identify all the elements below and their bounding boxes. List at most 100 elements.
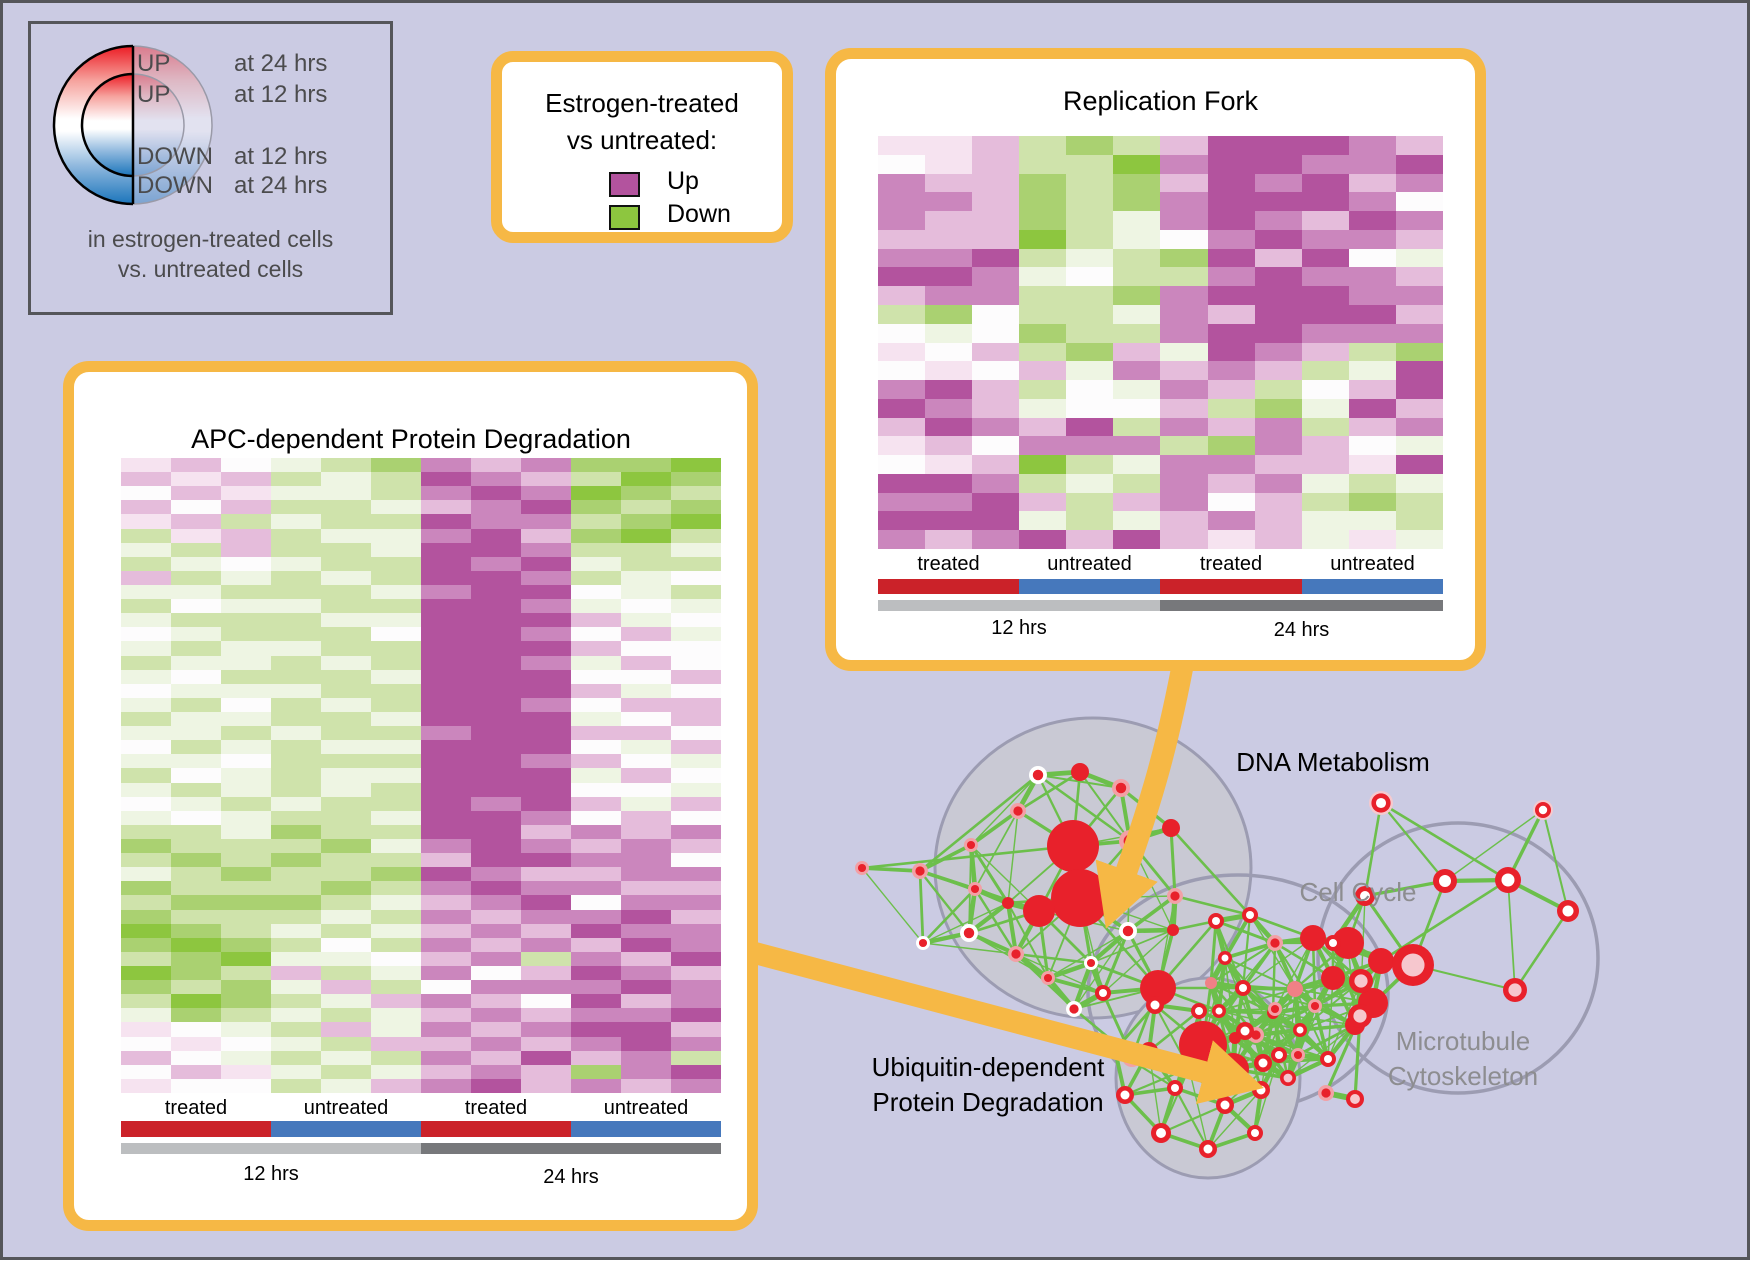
heatmap-cell [271,711,321,727]
heatmap-cell [121,458,171,473]
heatmap-cell [1348,248,1396,268]
heatmap-cell [1066,267,1114,287]
network-edge [1015,952,1092,965]
heatmap-cell [621,867,671,882]
heatmap-cell [1160,211,1208,230]
heatmap-cell [621,923,671,938]
heatmap-cell [671,740,721,755]
heatmap-cell [121,796,171,811]
heatmap-cell [171,867,221,882]
network-edge [1007,810,1019,904]
heatmap-cell [671,838,721,854]
heatmap-cell [321,599,371,614]
heatmap-cell [221,584,271,600]
heatmap-cell [371,486,421,501]
rf-heatmap [878,136,1443,549]
heatmap-cell [671,726,721,741]
heatmap-cell [171,824,221,839]
heatmap-cell [1207,380,1255,399]
heatmap-cell [1113,492,1161,512]
heatmap-cell [271,1022,321,1037]
heatmap-cell [471,1022,521,1037]
heatmap-cell [521,796,571,811]
heatmap-cell [1301,173,1349,193]
apc-treated-bar-2 [421,1121,571,1137]
heatmap-cell [1254,361,1302,381]
heatmap-cell [271,768,321,783]
heatmap-cell [671,994,721,1009]
heatmap-cell [321,711,371,727]
heatmap-cell [271,584,321,600]
heatmap-cell [471,486,521,501]
heatmap-cell [171,782,221,797]
heatmap-cell [621,726,671,741]
heatmap-cell [621,853,671,868]
heatmap-cell [321,697,371,712]
heatmap-cell [1066,304,1114,324]
network-node [1140,970,1176,1006]
heatmap-cell [421,1050,471,1065]
heatmap-cell [925,229,973,249]
heatmap-cell [925,492,973,512]
heatmap-cell [471,697,521,712]
heatmap-cell [972,380,1020,399]
network-node [1353,1009,1367,1023]
heatmap-cell [671,683,721,698]
heatmap-cell [1019,530,1067,549]
heatmap-cell [1395,211,1443,230]
heatmap-cell [271,556,321,571]
heatmap-cell [621,1022,671,1037]
heatmap-cell [1066,492,1114,512]
heatmap-cell [925,398,973,418]
heatmap-cell [421,472,471,487]
heatmap-cell [371,810,421,825]
heatmap-cell [1395,136,1443,155]
network-node [1354,974,1368,988]
network-node [1293,1050,1303,1060]
heatmap-cell [671,810,721,825]
heatmap-cell [571,853,621,868]
heatmap-cell [571,528,621,543]
heatmap-cell [621,980,671,995]
heatmap-cell [221,641,271,656]
heatmap-cell [321,768,371,783]
network-edge [1249,914,1296,990]
heatmap-cell [221,754,271,769]
heatmap-cell [1301,211,1349,230]
heatmap-cell [1019,248,1067,268]
heatmap-cell [321,867,371,882]
heatmap-cell [1066,398,1114,418]
heatmap-cell [1160,136,1208,155]
network-node [1324,1055,1332,1063]
heatmap-cell [371,697,421,712]
heatmap-cell [121,697,171,712]
heatmap-cell [621,824,671,839]
heatmap-cell [471,669,521,684]
heatmap-cell [1160,473,1208,493]
heatmap-cell [271,683,321,698]
network-node [1162,819,1180,837]
network-edge [1007,902,1049,979]
heatmap-cell [121,923,171,938]
heatmap-cell [671,472,721,487]
heatmap-cell [571,599,621,614]
rf-untreated-bar-2 [1302,579,1443,594]
heatmap-cell [321,754,371,769]
network-node [918,938,928,948]
heatmap-cell [471,1050,521,1065]
network-edge [970,774,1039,846]
heatmap-cell [321,514,371,529]
heatmap-cell [571,1036,621,1051]
heatmap-cell [121,1008,171,1023]
heatmap-cell [121,472,171,487]
heatmap-cell [371,528,421,543]
heatmap-cell [371,994,421,1009]
network-edge [1364,879,1446,898]
heatmap-cell [621,683,671,698]
heatmap-cell [1113,192,1161,212]
heatmap-cell [1254,455,1302,474]
heatmap-cell [221,1022,271,1037]
heatmap-cell [1113,511,1161,531]
heatmap-cell [1301,511,1349,531]
heatmap-cell [221,514,271,529]
